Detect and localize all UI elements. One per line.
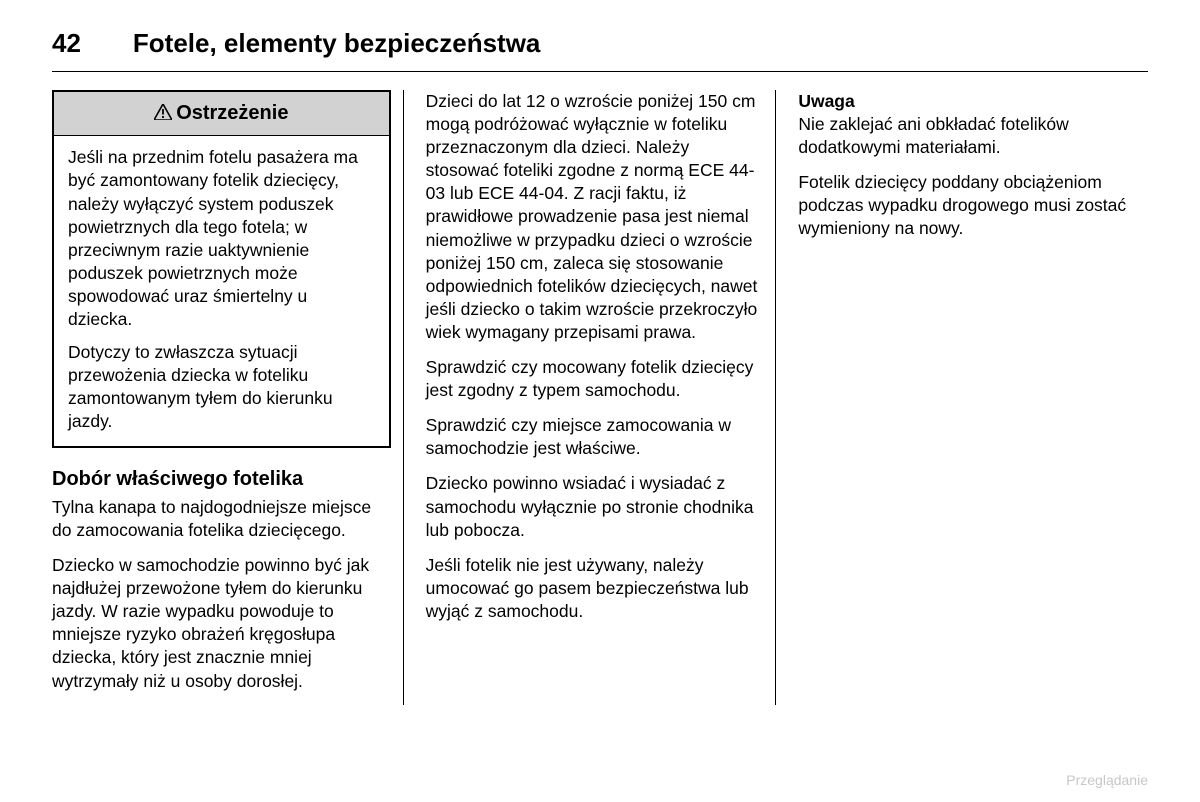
warning-p1: Jeśli na przednim fotelu pasażera ma być… xyxy=(68,146,375,331)
column-2: Dzieci do lat 12 o wzroście poniżej 150 … xyxy=(403,90,776,705)
col1-p1: Tylna kanapa to najdogodniejsze miejsce … xyxy=(52,496,391,542)
warning-p2: Dotyczy to zwłaszcza sytuacji przewożeni… xyxy=(68,341,375,433)
column-1: Ostrzeżenie Jeśli na przednim fotelu pas… xyxy=(52,90,403,705)
col3-p1: Uwaga Nie zaklejać ani obkładać fotelików… xyxy=(798,90,1136,159)
note-heading: Uwaga xyxy=(798,91,854,111)
warning-title: Ostrzeżenie xyxy=(176,102,288,124)
col2-p3: Sprawdzić czy miejsce zamocowania w samo… xyxy=(426,414,764,460)
col3-p1-text: Nie zaklejać ani obkładać fotelików doda… xyxy=(798,114,1068,157)
col1-p2: Dziecko w samochodzie powinno być jak na… xyxy=(52,554,391,693)
footer-label: Przeglądanie xyxy=(1066,772,1148,788)
col3-p2: Fotelik dziecięcy poddany obciążeniom po… xyxy=(798,171,1136,240)
section-heading: Dobór właściwego fotelika xyxy=(52,466,391,492)
column-3: Uwaga Nie zaklejać ani obkładać fotelików… xyxy=(775,90,1148,705)
warning-body: Jeśli na przednim fotelu pasażera ma być… xyxy=(54,136,389,445)
col2-p5: Jeśli fotelik nie jest używany, należy u… xyxy=(426,554,764,623)
col2-p2: Sprawdzić czy mocowany fotelik dziecięcy… xyxy=(426,356,764,402)
col2-p4: Dziecko powinno wsiadać i wysiadać z sam… xyxy=(426,472,764,541)
content-columns: Ostrzeżenie Jeśli na przednim fotelu pas… xyxy=(52,90,1148,705)
warning-triangle-icon xyxy=(154,101,172,127)
warning-header: Ostrzeżenie xyxy=(54,92,389,136)
page-header: 42 Fotele, elementy bezpieczeństwa xyxy=(52,28,1148,72)
chapter-title: Fotele, elementy bezpieczeństwa xyxy=(133,28,540,59)
warning-box: Ostrzeżenie Jeśli na przednim fotelu pas… xyxy=(52,90,391,448)
page-number: 42 xyxy=(52,28,81,59)
col2-p1: Dzieci do lat 12 o wzroście poniżej 150 … xyxy=(426,90,764,344)
